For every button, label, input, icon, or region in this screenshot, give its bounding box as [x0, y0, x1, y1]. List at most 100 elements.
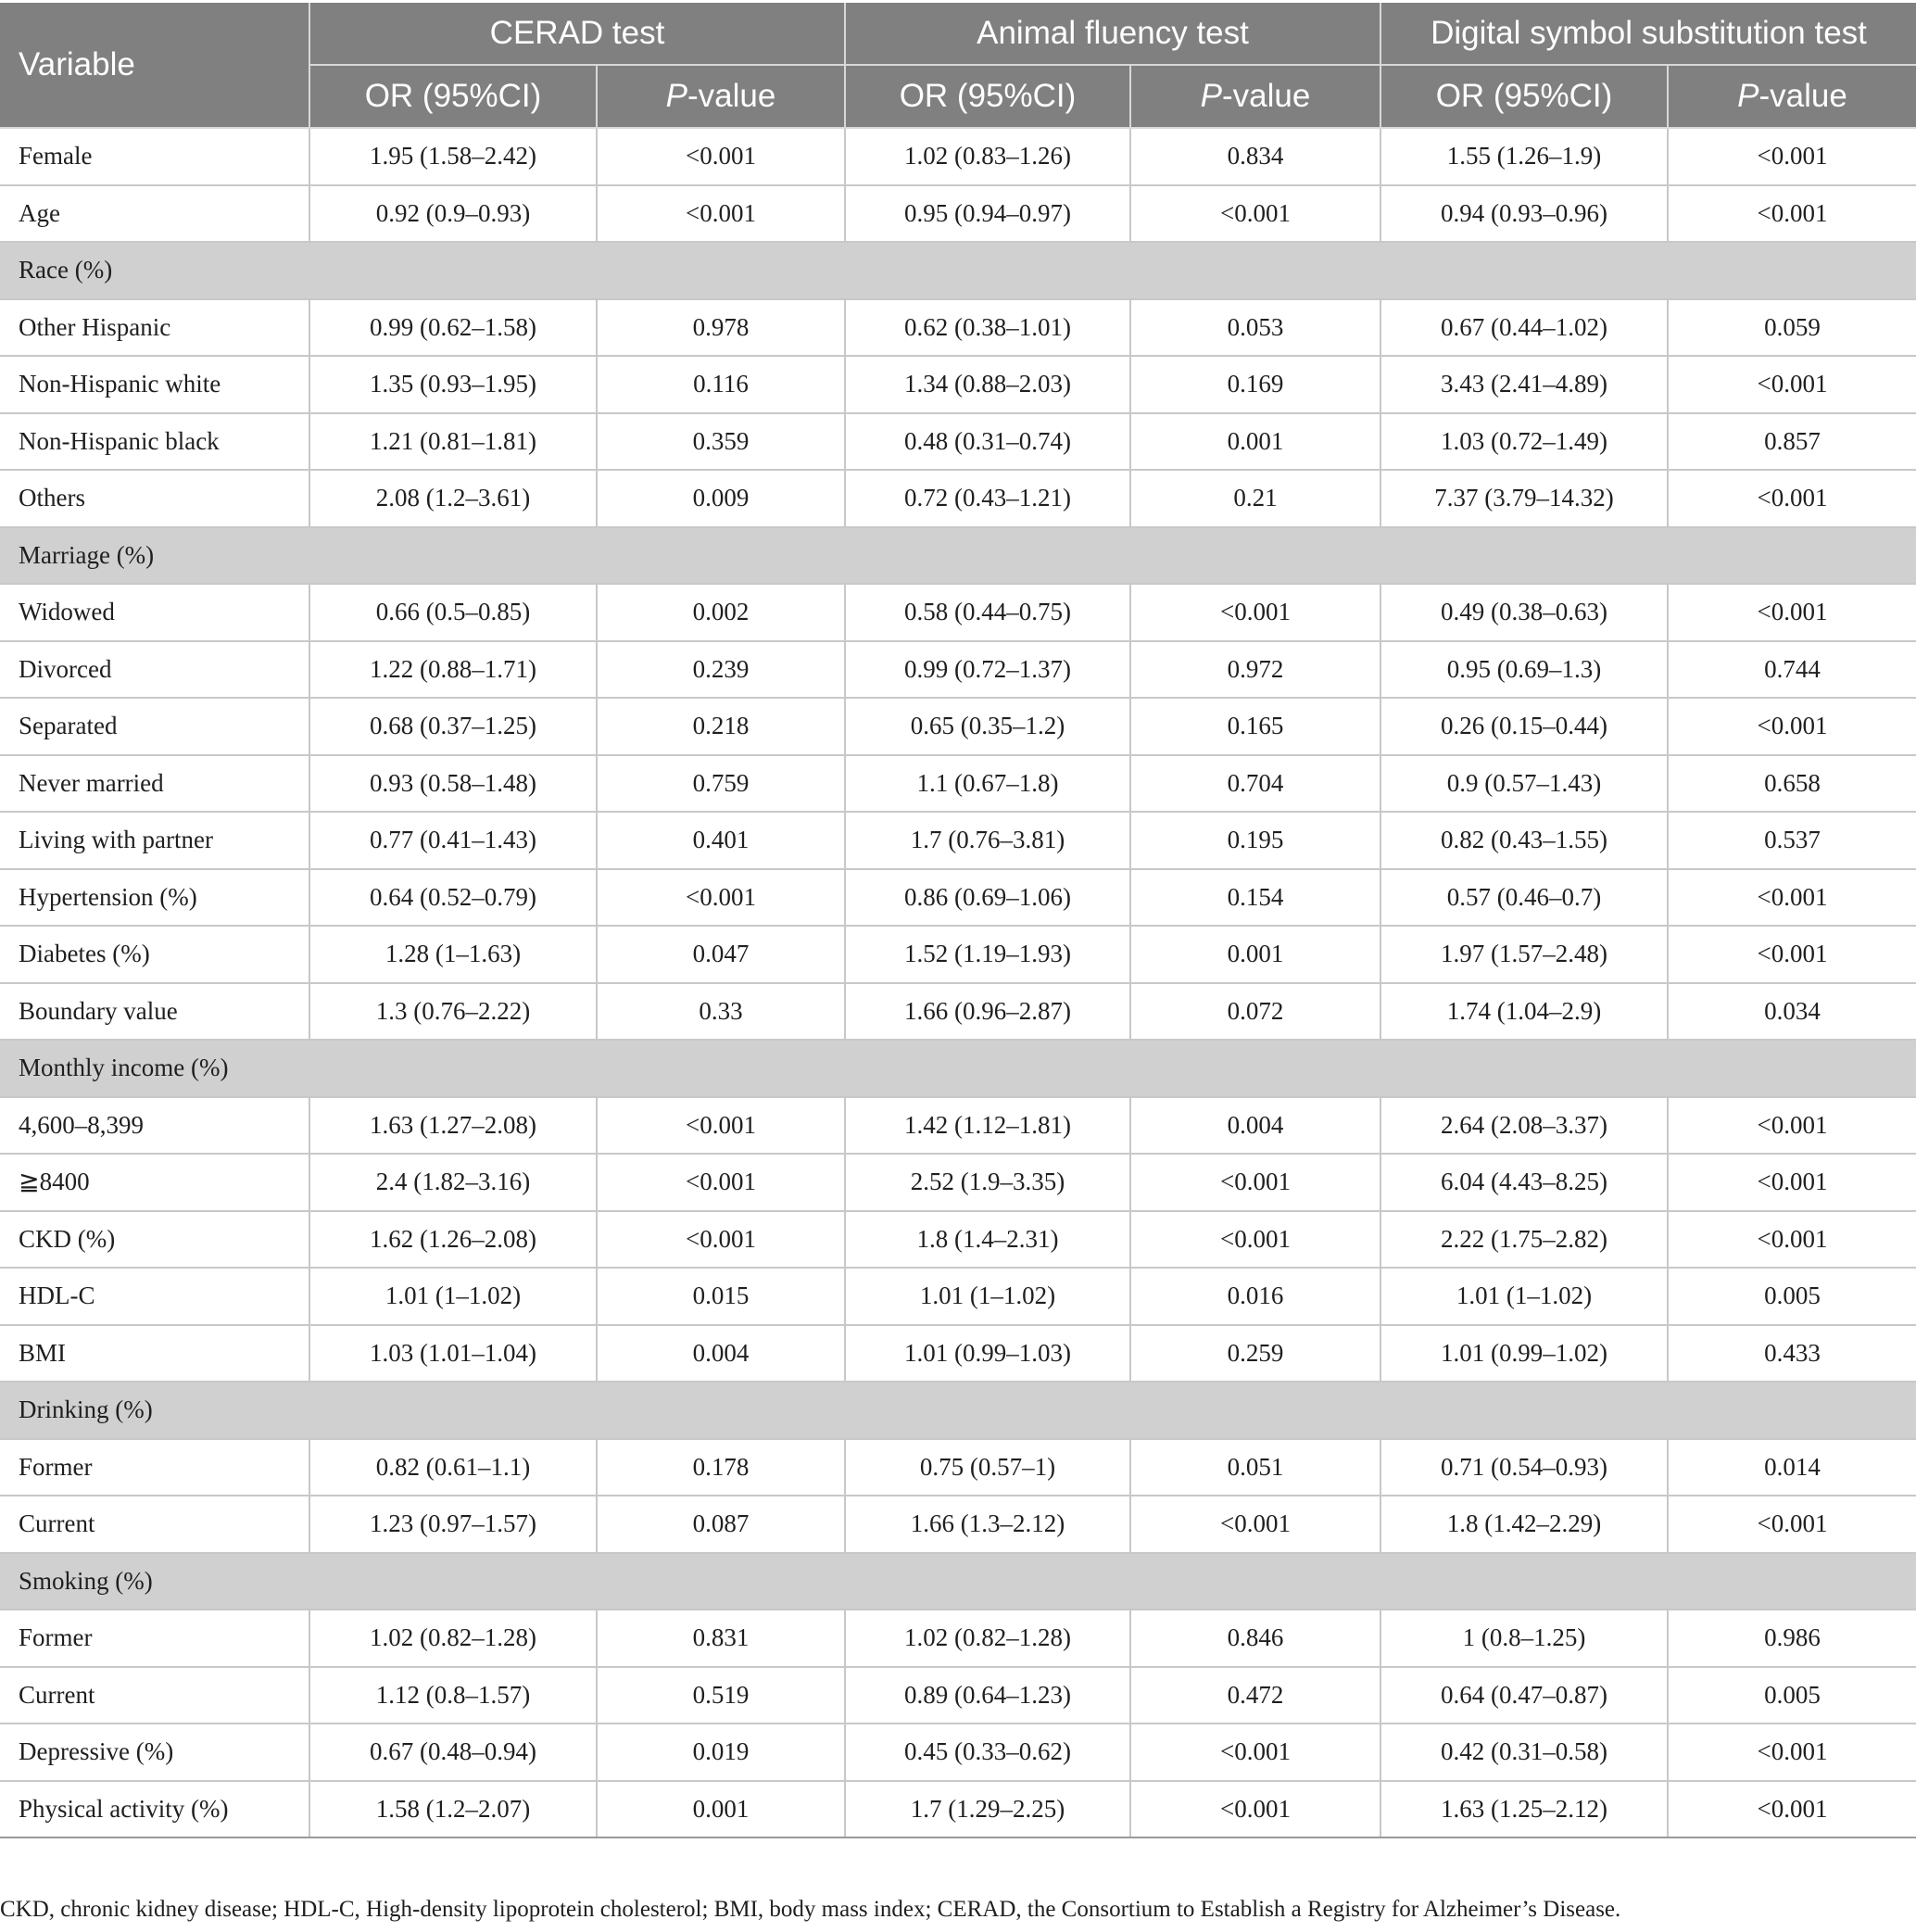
- p-value-cell: <0.001: [596, 183, 846, 243]
- or-cell: 1.52 (1.19–1.93): [844, 925, 1131, 984]
- table-row: Separated 0.68 (0.37–1.25) 0.218 0.65 (0.35…: [0, 697, 1916, 756]
- or-cell: 2.22 (1.75–2.82): [1380, 1209, 1669, 1269]
- or-cell: 0.42 (0.31–0.58): [1380, 1723, 1669, 1782]
- p-value-cell: 0.009: [596, 469, 846, 528]
- or-cell: 0.49 (0.38–0.63): [1380, 583, 1669, 642]
- table-row: Other Hispanic 0.99 (0.62–1.58) 0.978 0.62 …: [0, 297, 1916, 357]
- p-value-cell: 0.744: [1666, 639, 1916, 699]
- or-cell: 1.42 (1.12–1.81): [844, 1095, 1131, 1155]
- table-row: ≧8400 2.4 (1.82–3.16) <0.001 2.52 (1.9–3.35…: [0, 1153, 1916, 1212]
- p-value-cell: <0.001: [1666, 1153, 1916, 1212]
- or-cell: 0.94 (0.93–0.96): [1380, 183, 1669, 243]
- or-cell: 1.01 (1–1.02): [309, 1267, 598, 1326]
- or-cell: 1 (0.8–1.25): [1380, 1609, 1669, 1668]
- table-row: Widowed 0.66 (0.5–0.85) 0.002 0.58 (0.44–0.…: [0, 583, 1916, 642]
- p-value-cell: 0.239: [596, 639, 846, 699]
- p-value-cell: 0.33: [596, 981, 846, 1041]
- row-label: 4,600–8,399: [0, 1095, 310, 1155]
- table-row: Hypertension (%) 0.64 (0.52–0.79) <0.001 0.…: [0, 867, 1916, 927]
- or-cell: 1.7 (1.29–2.25): [844, 1779, 1131, 1838]
- or-cell: 1.7 (0.76–3.81): [844, 811, 1131, 870]
- row-label: Living with partner: [0, 811, 310, 870]
- p-value-cell: <0.001: [1666, 1723, 1916, 1782]
- p-value-cell: <0.001: [1666, 697, 1916, 756]
- or-cell: 1.23 (0.97–1.57): [309, 1495, 598, 1554]
- results-table: Variable CERAD test Animal fluency test …: [0, 3, 1916, 1838]
- p-value-cell: <0.001: [1666, 583, 1916, 642]
- p-value-cell: 0.154: [1129, 867, 1381, 927]
- or-cell: 1.28 (1–1.63): [309, 925, 598, 984]
- table-row: Living with partner 0.77 (0.41–1.43) 0.401…: [0, 811, 1916, 870]
- row-label: Divorced: [0, 639, 310, 699]
- variable-header: Variable: [0, 3, 310, 129]
- or-cell: 2.64 (2.08–3.37): [1380, 1095, 1669, 1155]
- row-label: Non-Hispanic white: [0, 355, 310, 414]
- table-row: Current 1.12 (0.8–1.57) 0.519 0.89 (0.64–1.…: [0, 1665, 1916, 1724]
- p-value-cell: 0.21: [1129, 469, 1381, 528]
- or-cell: 1.74 (1.04–2.9): [1380, 981, 1669, 1041]
- p-value-cell: 0.359: [596, 411, 846, 471]
- or-cell: 1.1 (0.67–1.8): [844, 753, 1131, 813]
- or-cell: 0.95 (0.69–1.3): [1380, 639, 1669, 699]
- p-value-cell: 0.846: [1129, 1609, 1381, 1668]
- or-cell: 1.66 (0.96–2.87): [844, 981, 1131, 1041]
- p-value-cell: 0.658: [1666, 753, 1916, 813]
- or-cell: 1.66 (1.3–2.12): [844, 1495, 1131, 1554]
- p-value-cell: <0.001: [1666, 1495, 1916, 1554]
- or-cell: 1.12 (0.8–1.57): [309, 1665, 598, 1724]
- row-label: Former: [0, 1609, 310, 1668]
- table-row: Current 1.23 (0.97–1.57) 0.087 1.66 (1.3–2.…: [0, 1495, 1916, 1554]
- or-cell: 1.58 (1.2–2.07): [309, 1779, 598, 1838]
- row-label: Never married: [0, 753, 310, 813]
- p-value-cell: 0.002: [596, 583, 846, 642]
- table-row: Non-Hispanic black 1.21 (0.81–1.81) 0.359 0…: [0, 411, 1916, 471]
- or-cell: 0.68 (0.37–1.25): [309, 697, 598, 756]
- or-cell: 1.21 (0.81–1.81): [309, 411, 598, 471]
- p-value-cell: 0.195: [1129, 811, 1381, 870]
- table-row: Non-Hispanic white 1.35 (0.93–1.95) 0.116 1…: [0, 355, 1916, 414]
- or-cell: 0.82 (0.43–1.55): [1380, 811, 1669, 870]
- table-row: Others 2.08 (1.2–3.61) 0.009 0.72 (0.43–1.2…: [0, 469, 1916, 528]
- or-cell: 1.03 (1.01–1.04): [309, 1323, 598, 1383]
- dsst-header: Digital symbol substitution test: [1379, 3, 1916, 66]
- table-row: Never married 0.93 (0.58–1.48) 0.759 1.1 (0…: [0, 753, 1916, 813]
- or-header: OR (95%CI): [1380, 65, 1669, 129]
- or-cell: 0.45 (0.33–0.62): [844, 1723, 1131, 1782]
- table-footnote: CKD, chronic kidney disease; HDL-C, High…: [0, 1897, 1621, 1922]
- or-cell: 1.35 (0.93–1.95): [309, 355, 598, 414]
- or-cell: 0.57 (0.46–0.7): [1380, 867, 1669, 927]
- row-label: ≧8400: [0, 1153, 310, 1212]
- p-value-cell: 0.051: [1129, 1437, 1381, 1496]
- or-cell: 1.02 (0.82–1.28): [844, 1609, 1131, 1668]
- row-label: Widowed: [0, 583, 310, 642]
- section-row: Race (%): [0, 241, 1916, 300]
- or-cell: 0.64 (0.47–0.87): [1380, 1665, 1669, 1724]
- p-value-cell: 0.537: [1666, 811, 1916, 870]
- p-value-cell: <0.001: [1666, 1209, 1916, 1269]
- p-value-cell: <0.001: [1666, 183, 1916, 243]
- p-value-header: P-value: [1129, 65, 1381, 129]
- or-cell: 0.92 (0.9–0.93): [309, 183, 598, 243]
- p-value-cell: 0.401: [596, 811, 846, 870]
- p-value-cell: 0.704: [1129, 753, 1381, 813]
- row-label: Non-Hispanic black: [0, 411, 310, 471]
- table-row: Depressive (%) 0.67 (0.48–0.94) 0.019 0.45 …: [0, 1723, 1916, 1782]
- or-cell: 1.01 (0.99–1.03): [844, 1323, 1131, 1383]
- p-value-cell: 0.053: [1129, 297, 1381, 357]
- or-cell: 0.64 (0.52–0.79): [309, 867, 598, 927]
- or-cell: 1.62 (1.26–2.08): [309, 1209, 598, 1269]
- row-label: Diabetes (%): [0, 925, 310, 984]
- p-value-cell: <0.001: [1666, 867, 1916, 927]
- table-row: Former 1.02 (0.82–1.28) 0.831 1.02 (0.82–1.…: [0, 1609, 1916, 1668]
- p-value-cell: 0.178: [596, 1437, 846, 1496]
- p-value-cell: 0.857: [1666, 411, 1916, 471]
- row-label: Separated: [0, 697, 310, 756]
- row-label: Female: [0, 127, 310, 186]
- p-value-cell: 0.972: [1129, 639, 1381, 699]
- p-value-cell: 0.019: [596, 1723, 846, 1782]
- or-cell: 1.02 (0.83–1.26): [844, 127, 1131, 186]
- or-cell: 0.48 (0.31–0.74): [844, 411, 1131, 471]
- section-row: Monthly income (%): [0, 1039, 1916, 1098]
- header-row-subcolumns: OR (95%CI) P-value OR (95%CI) P-value OR…: [0, 65, 1916, 129]
- or-cell: 1.34 (0.88–2.03): [844, 355, 1131, 414]
